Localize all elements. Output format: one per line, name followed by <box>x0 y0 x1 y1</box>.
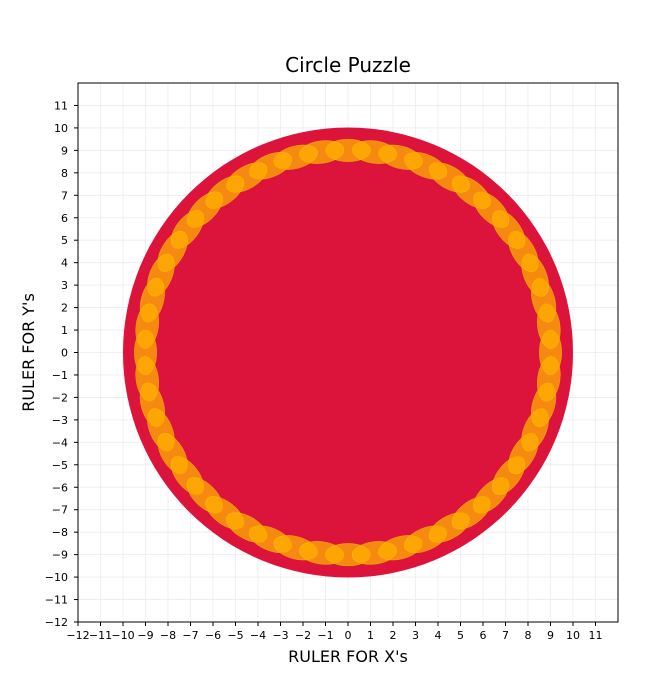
y-tick-label: 1 <box>61 324 68 337</box>
y-tick-label: −11 <box>45 594 68 607</box>
y-tick-label: 5 <box>61 234 68 247</box>
y-tick-label: −4 <box>52 436 68 449</box>
x-tick-label: −7 <box>182 629 198 642</box>
x-tick-label: −11 <box>89 629 112 642</box>
x-tick-label: −3 <box>272 629 288 642</box>
y-tick-label: 6 <box>61 212 68 225</box>
chart-title: Circle Puzzle <box>285 53 411 77</box>
y-tick-label: −5 <box>52 459 68 472</box>
y-tick-label: 11 <box>54 99 68 112</box>
x-axis-title: RULER FOR X's <box>288 647 408 666</box>
x-axis-ticks: −12 −11 −10 −9 −8 −7 −6 −5 −4 −3 −2 −1 0 1 2 3 4 5 6 7 8 9 10 1… <box>66 622 603 642</box>
y-tick-label: 2 <box>61 302 68 315</box>
y-tick-label: 10 <box>54 122 68 135</box>
big-circle <box>123 127 573 578</box>
x-tick-label: 5 <box>457 629 464 642</box>
y-tick-label: 3 <box>61 279 68 292</box>
y-tick-label: −7 <box>52 504 68 517</box>
x-tick-label: 10 <box>566 629 580 642</box>
x-tick-label: 7 <box>502 629 509 642</box>
x-tick-label: 3 <box>412 629 419 642</box>
x-tick-label: 4 <box>435 629 442 642</box>
x-tick-label: −8 <box>160 629 176 642</box>
ellipse-ring <box>133 138 563 567</box>
y-tick-label: 7 <box>61 189 68 202</box>
x-tick-label: 11 <box>589 629 603 642</box>
y-tick-label: −6 <box>52 481 68 494</box>
y-tick-label: −10 <box>45 571 68 584</box>
y-tick-label: −8 <box>52 526 68 539</box>
y-tick-label: 8 <box>61 167 68 180</box>
y-tick-label: −9 <box>52 549 68 562</box>
y-axis-title: RULER FOR Y's <box>19 293 38 412</box>
x-tick-label: −4 <box>250 629 266 642</box>
x-tick-label: 9 <box>547 629 554 642</box>
y-tick-label: −1 <box>52 369 68 382</box>
x-tick-label: −12 <box>66 629 89 642</box>
x-tick-label: 8 <box>525 629 532 642</box>
ring-ellipse <box>536 356 561 402</box>
y-tick-label: −3 <box>52 414 68 427</box>
y-tick-label: 4 <box>61 257 68 270</box>
x-tick-label: −2 <box>295 629 311 642</box>
y-tick-label: −2 <box>52 391 68 404</box>
y-tick-label: 9 <box>61 144 68 157</box>
plot-area <box>123 127 573 578</box>
y-tick-label: 0 <box>61 347 68 360</box>
x-tick-label: −6 <box>205 629 221 642</box>
x-tick-label: 0 <box>345 629 352 642</box>
y-axis-ticks: −12−11−10−9−8−7−6−5−4−3−2−10123456789101… <box>45 99 78 629</box>
x-tick-label: 6 <box>480 629 487 642</box>
x-tick-label: −10 <box>111 629 134 642</box>
x-tick-label: 1 <box>367 629 374 642</box>
x-tick-label: −1 <box>317 629 333 642</box>
x-tick-label: −5 <box>227 629 243 642</box>
x-tick-label: −9 <box>137 629 153 642</box>
x-tick-label: 2 <box>390 629 397 642</box>
y-tick-label: −12 <box>45 616 68 629</box>
